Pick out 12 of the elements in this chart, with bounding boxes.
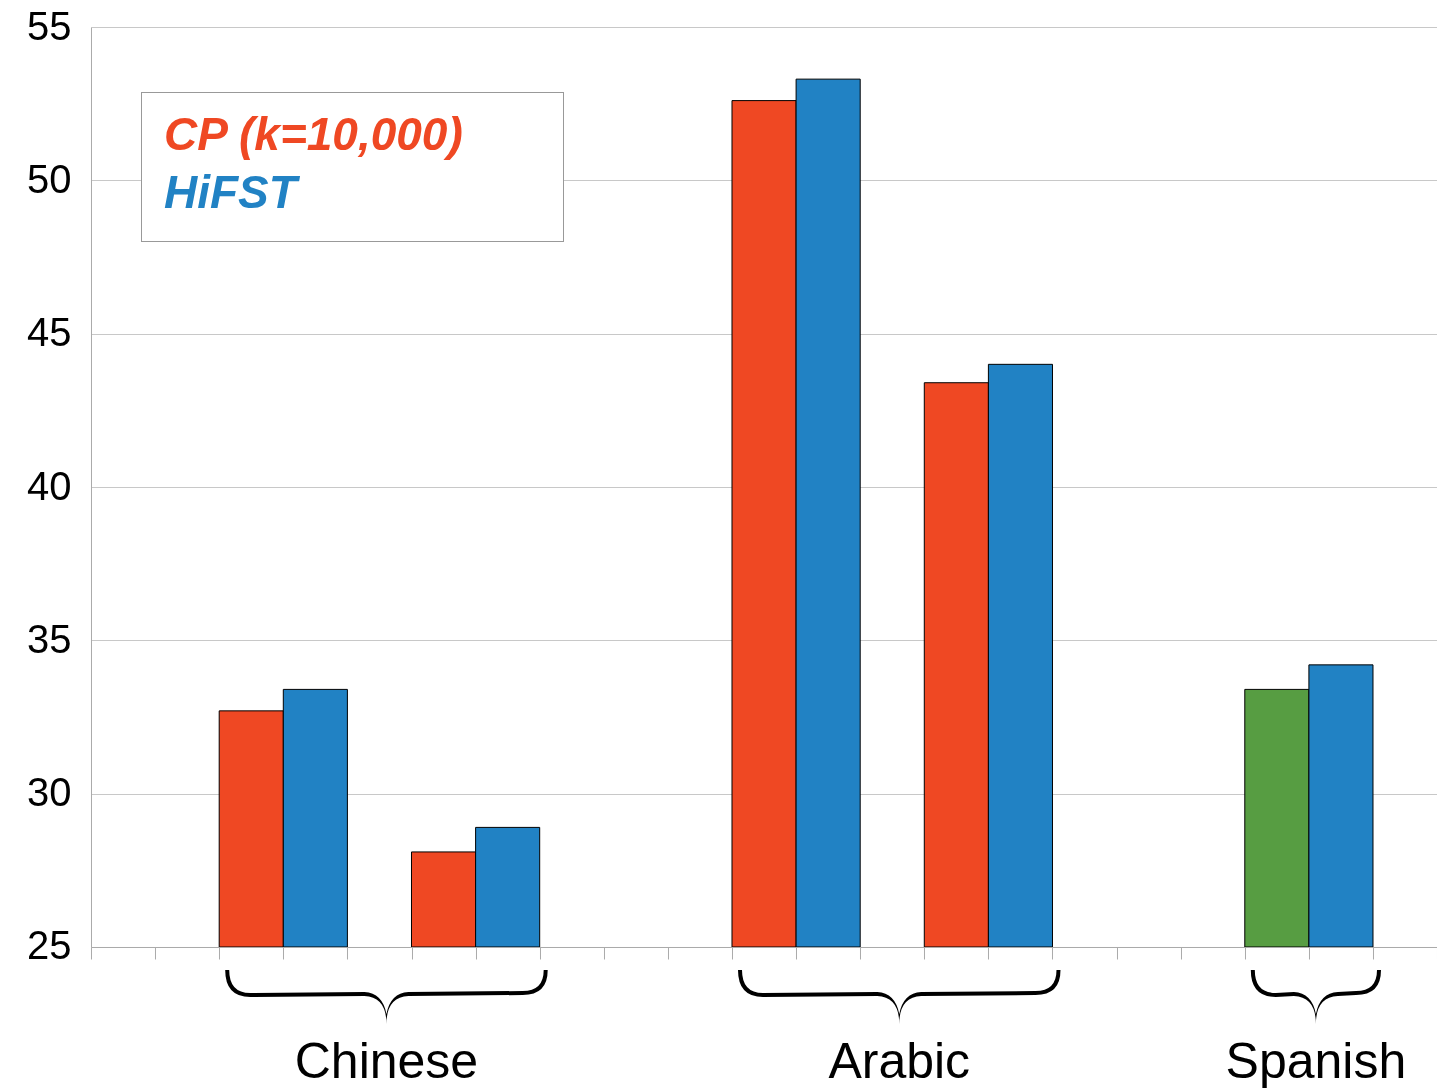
text: CP (k=10,000) bbox=[164, 107, 464, 162]
y-tick-label: 35 bbox=[27, 616, 72, 661]
y-tick-label: 30 bbox=[27, 770, 72, 815]
text: Arabic bbox=[828, 1033, 971, 1089]
y-tick-label: 25 bbox=[27, 923, 72, 968]
y-tick-label: 40 bbox=[27, 463, 72, 508]
y-tick-label: 55 bbox=[27, 3, 72, 48]
text: Spanish bbox=[1225, 1033, 1407, 1089]
text: HiFST bbox=[164, 165, 301, 220]
y-tick-label: 45 bbox=[27, 310, 72, 355]
y-tick-label: 50 bbox=[27, 156, 72, 201]
text: Chinese bbox=[294, 1033, 479, 1089]
